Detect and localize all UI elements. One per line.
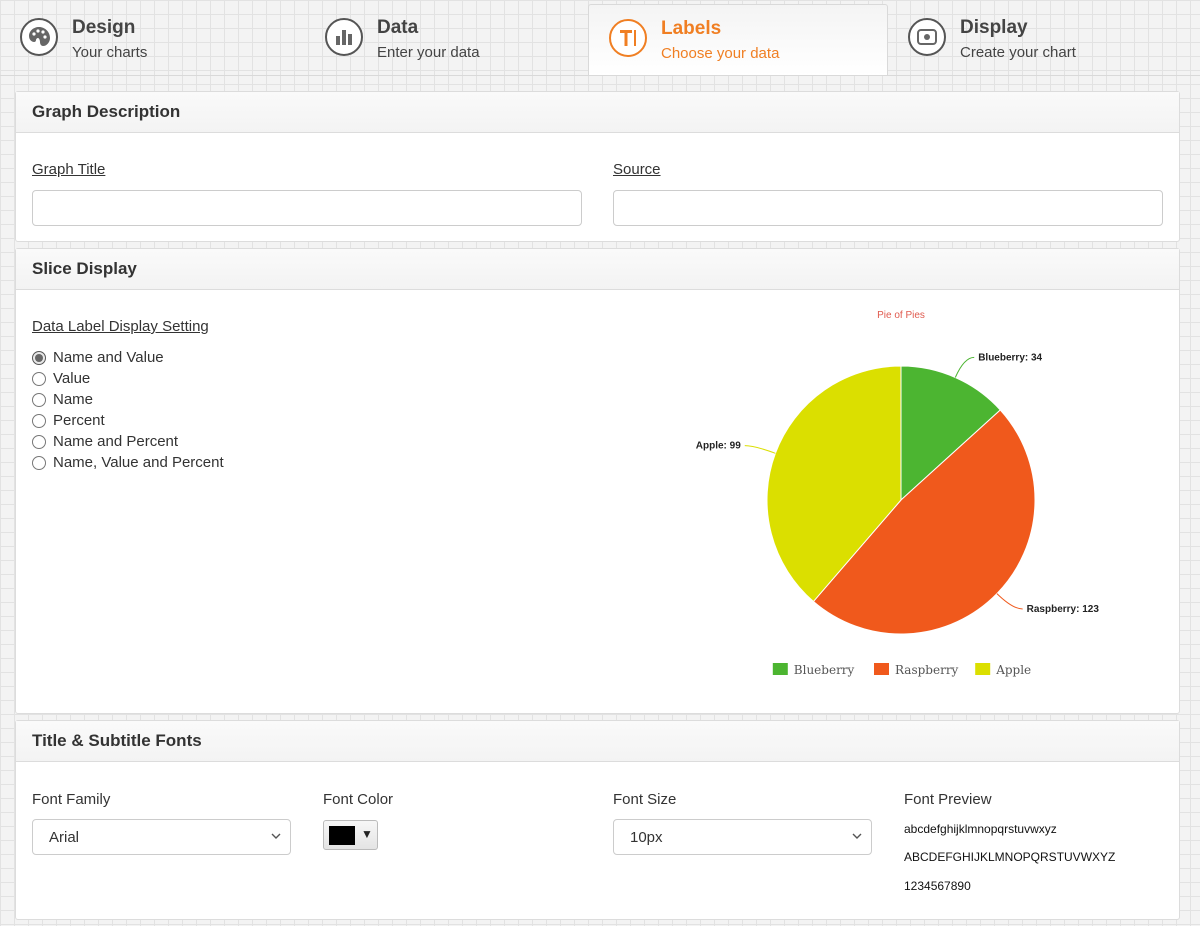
- tab-data[interactable]: Data Enter your data: [305, 4, 605, 76]
- radio-button[interactable]: [32, 434, 46, 449]
- tab-design-subtitle: Your charts: [72, 44, 148, 61]
- legend-swatch: [975, 663, 991, 675]
- pie-slice-apple[interactable]: [766, 365, 902, 603]
- graph-description-panel: Graph Description Graph Title Source: [15, 91, 1180, 242]
- fonts-panel: Title & Subtitle Fonts Font Family Arial…: [15, 720, 1180, 920]
- tab-labels-subtitle: Choose your data: [661, 45, 780, 62]
- legend-label: Apple: [995, 663, 1031, 677]
- chart-title: Pie of Pies: [877, 310, 925, 321]
- pie-chart: Pie of Pies Blueberry: 34 Raspberry: 123 A…: [696, 310, 1100, 677]
- font-size-label: Font Size: [613, 791, 677, 808]
- text-label-icon: [609, 19, 647, 57]
- source-label: Source: [613, 161, 661, 178]
- data-label-blueberry: Blueberry: 34: [978, 352, 1042, 363]
- legend-item-blueberry[interactable]: Blueberry: [772, 663, 855, 677]
- radio-label: Value: [53, 370, 91, 387]
- font-family-label: Font Family: [32, 791, 111, 808]
- font-size-value: 10px: [630, 829, 663, 846]
- radio-option-name[interactable]: Name: [32, 391, 93, 408]
- caret-down-icon: ▼: [361, 827, 373, 841]
- bar-chart-icon: [325, 18, 363, 56]
- radio-label: Percent: [53, 412, 105, 429]
- pie-slice-raspberry[interactable]: [812, 409, 1036, 635]
- pie-slice-blueberry[interactable]: [900, 365, 1001, 502]
- fonts-heading: Title & Subtitle Fonts: [16, 721, 1179, 762]
- radio-button[interactable]: [32, 350, 46, 365]
- tab-display-subtitle: Create your chart: [960, 44, 1076, 61]
- radio-option-name-value-percent[interactable]: Name, Value and Percent: [32, 454, 224, 471]
- graph-description-heading: Graph Description: [16, 92, 1179, 133]
- radio-label: Name, Value and Percent: [53, 454, 224, 471]
- font-preview-label: Font Preview: [904, 791, 992, 808]
- step-tabs: Design Your charts Data Enter your data …: [0, 0, 1200, 76]
- font-size-select[interactable]: 10px: [613, 819, 872, 855]
- legend-item-raspberry[interactable]: Raspberry: [874, 663, 959, 677]
- radio-button[interactable]: [32, 371, 46, 386]
- source-input[interactable]: [613, 190, 1163, 226]
- radio-option-name-percent[interactable]: Name and Percent: [32, 433, 178, 450]
- radio-label: Name and Percent: [53, 433, 179, 450]
- data-label-apple: Apple: 99: [696, 441, 741, 452]
- graph-title-label: Graph Title: [32, 161, 106, 178]
- graph-title-input[interactable]: [32, 190, 582, 226]
- tab-labels-title: Labels: [661, 18, 722, 39]
- leader-line-blueberry: [954, 356, 975, 378]
- font-family-select[interactable]: Arial: [32, 819, 291, 855]
- legend-swatch: [772, 663, 788, 675]
- radio-button[interactable]: [32, 392, 46, 407]
- legend-label: Raspberry: [895, 663, 959, 677]
- slice-display-panel: Slice Display Data Label Display Setting…: [15, 248, 1180, 714]
- tab-divider: [0, 75, 1200, 76]
- radio-label: Name: [53, 391, 94, 408]
- preview-lowercase: abcdefghijklmnopqrstuvwxyz: [904, 822, 1057, 836]
- font-color-picker[interactable]: ▼: [323, 820, 378, 850]
- font-family-value: Arial: [49, 829, 80, 846]
- tab-data-title: Data: [377, 17, 419, 38]
- radio-label: Name and Value: [53, 349, 164, 366]
- radio-button[interactable]: [32, 455, 46, 470]
- legend-item-apple[interactable]: Apple: [975, 663, 1031, 677]
- radio-option-name-value[interactable]: Name and Value: [32, 349, 164, 366]
- leader-line-raspberry: [996, 593, 1023, 610]
- tab-data-subtitle: Enter your data: [377, 44, 480, 61]
- tab-display-title: Display: [960, 17, 1028, 38]
- legend-label: Blueberry: [794, 663, 855, 677]
- radio-option-percent[interactable]: Percent: [32, 412, 105, 429]
- data-label-setting-label: Data Label Display Setting: [32, 318, 209, 335]
- font-color-label: Font Color: [323, 791, 394, 808]
- slice-display-heading: Slice Display: [16, 249, 1179, 290]
- preview-uppercase: ABCDEFGHIJKLMNOPQRSTUVWXYZ: [904, 850, 1116, 864]
- chevron-down-icon: [270, 829, 282, 847]
- radio-option-value[interactable]: Value: [32, 370, 90, 387]
- radio-button[interactable]: [32, 413, 46, 428]
- leader-line-apple: [744, 445, 776, 454]
- palette-icon: [20, 18, 58, 56]
- legend-swatch: [874, 663, 889, 675]
- preview-digits: 1234567890: [904, 879, 971, 893]
- color-swatch: [329, 826, 355, 845]
- display-icon: [908, 18, 946, 56]
- tab-labels[interactable]: Labels Choose your data: [588, 4, 888, 76]
- data-label-raspberry: Raspberry: 123: [1027, 604, 1100, 615]
- tab-display[interactable]: Display Create your chart: [888, 4, 1188, 76]
- chevron-down-icon: [851, 829, 863, 847]
- tab-design[interactable]: Design Your charts: [0, 4, 300, 76]
- tab-design-title: Design: [72, 17, 136, 38]
